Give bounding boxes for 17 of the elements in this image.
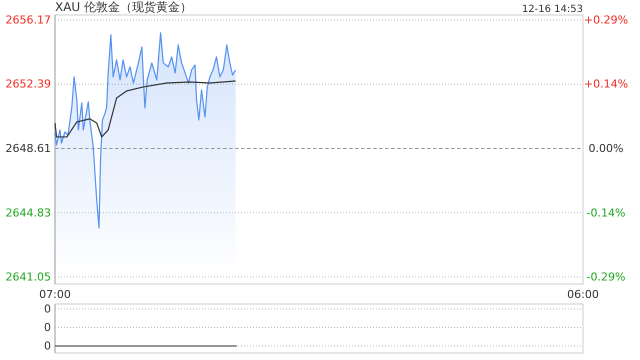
y-tick-label: 2656.17 [6, 13, 51, 26]
chart-title: XAU 伦敦金（现货黄金） [55, 0, 192, 14]
y-tick-label: 0 [44, 320, 51, 334]
y2-tick-label: +0.29% [584, 13, 628, 26]
y-tick-label: 0 [44, 302, 51, 316]
y2-tick-label: +0.14% [584, 78, 628, 91]
annotation: 12-16 14:53 [522, 4, 583, 15]
y-tick-label: 0 [44, 339, 51, 352]
y2-tick-label: 0.00% [588, 142, 624, 155]
y-tick-label: 2648.61 [6, 142, 51, 155]
x-tick-label: 06:00 [567, 288, 599, 301]
y-tick-label: 2641.05 [6, 270, 51, 284]
y2-tick-label: -0.14% [586, 206, 626, 220]
y-tick-label: 2644.83 [6, 206, 51, 220]
y2-tick-label: -0.29% [586, 270, 626, 284]
x-tick-label: 07:00 [39, 288, 71, 301]
y-tick-label: 2652.39 [6, 78, 51, 91]
